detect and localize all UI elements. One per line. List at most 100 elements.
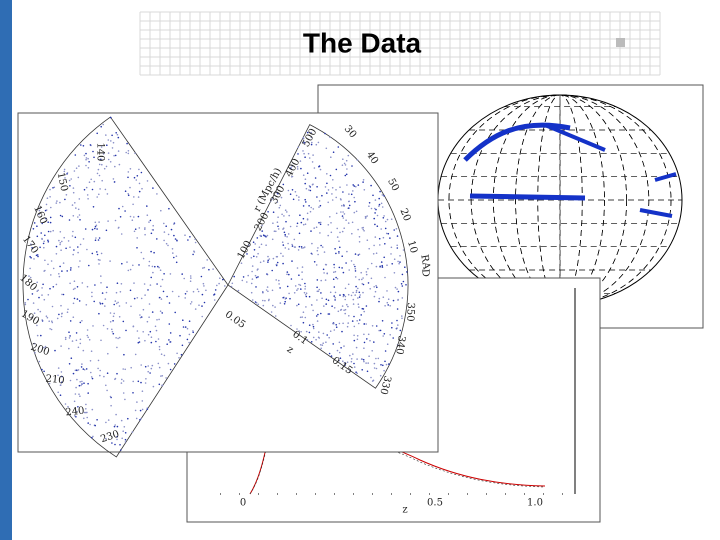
galaxy-dot bbox=[279, 287, 281, 289]
galaxy-dot bbox=[319, 168, 322, 171]
galaxy-dot bbox=[129, 268, 132, 271]
galaxy-dot bbox=[290, 167, 292, 169]
galaxy-dot bbox=[118, 316, 121, 318]
galaxy-dot bbox=[392, 299, 395, 302]
galaxy-dot bbox=[94, 227, 96, 230]
galaxy-dot bbox=[48, 320, 50, 323]
galaxy-dot bbox=[268, 258, 271, 260]
galaxy-dot bbox=[117, 227, 120, 229]
galaxy-dot bbox=[319, 221, 322, 224]
galaxy-dot bbox=[116, 346, 118, 349]
galaxy-dot bbox=[49, 328, 51, 330]
galaxy-dot bbox=[33, 258, 35, 260]
galaxy-dot bbox=[70, 357, 73, 360]
galaxy-dot bbox=[391, 322, 393, 324]
galaxy-dot bbox=[302, 321, 305, 324]
galaxy-dot bbox=[157, 362, 160, 365]
galaxy-dot bbox=[44, 259, 46, 262]
galaxy-dot bbox=[78, 165, 80, 167]
galaxy-dot bbox=[114, 300, 117, 302]
galaxy-dot bbox=[362, 358, 365, 361]
galaxy-dot bbox=[43, 298, 46, 301]
galaxy-dot bbox=[306, 172, 309, 174]
galaxy-dot bbox=[196, 288, 199, 291]
galaxy-dot bbox=[372, 194, 374, 197]
galaxy-dot bbox=[41, 287, 43, 289]
galaxy-dot bbox=[296, 168, 299, 170]
galaxy-dot bbox=[389, 237, 391, 239]
galaxy-dot bbox=[136, 401, 138, 403]
galaxy-dot bbox=[59, 384, 62, 386]
galaxy-dot bbox=[300, 288, 302, 290]
galaxy-dot bbox=[133, 230, 136, 233]
galaxy-dot bbox=[355, 285, 357, 288]
galaxy-dot bbox=[161, 384, 164, 387]
wedge-label: 210 bbox=[45, 374, 65, 387]
galaxy-dot bbox=[351, 221, 354, 224]
galaxy-dot bbox=[338, 240, 340, 242]
galaxy-dot bbox=[347, 154, 350, 157]
wedge-outline bbox=[227, 124, 409, 389]
galaxy-dot bbox=[335, 324, 338, 326]
galaxy-dot bbox=[309, 186, 312, 188]
galaxy-dot bbox=[69, 320, 72, 322]
galaxy-dot bbox=[335, 168, 338, 171]
galaxy-dot bbox=[296, 166, 299, 168]
galaxy-dot bbox=[327, 313, 330, 315]
galaxy-dot bbox=[298, 196, 300, 198]
galaxy-dot bbox=[90, 350, 93, 353]
galaxy-dot bbox=[86, 248, 88, 251]
galaxy-dot bbox=[114, 165, 116, 168]
galaxy-dot bbox=[201, 305, 203, 307]
galaxy-dot bbox=[303, 291, 306, 294]
galaxy-dot bbox=[321, 344, 324, 347]
galaxy-dot bbox=[186, 290, 188, 293]
galaxy-dot bbox=[122, 380, 125, 382]
galaxy-dot bbox=[316, 279, 319, 281]
galaxy-dot bbox=[387, 298, 390, 301]
galaxy-dot bbox=[339, 246, 341, 249]
galaxy-dot bbox=[137, 341, 140, 344]
galaxy-dot bbox=[324, 186, 327, 188]
galaxy-dot bbox=[348, 193, 350, 195]
galaxy-dot bbox=[310, 230, 312, 232]
galaxy-dot bbox=[140, 364, 142, 366]
galaxy-dot bbox=[68, 219, 71, 221]
galaxy-dot bbox=[138, 227, 141, 229]
galaxy-dot bbox=[44, 209, 47, 212]
galaxy-dot bbox=[382, 236, 385, 239]
galaxy-dot bbox=[318, 288, 321, 291]
galaxy-dot bbox=[254, 274, 257, 277]
galaxy-dot bbox=[54, 349, 56, 352]
galaxy-dot bbox=[312, 325, 315, 328]
galaxy-dot bbox=[352, 190, 354, 192]
galaxy-dot bbox=[322, 342, 325, 345]
galaxy-dot bbox=[368, 205, 370, 207]
galaxy-dot bbox=[315, 338, 317, 341]
galaxy-dot bbox=[72, 187, 75, 189]
galaxy-dot bbox=[376, 214, 379, 217]
galaxy-dot bbox=[32, 302, 35, 304]
galaxy-dot bbox=[266, 234, 269, 237]
galaxy-dot bbox=[39, 310, 42, 313]
galaxy-dot bbox=[69, 379, 72, 382]
galaxy-dot bbox=[250, 291, 253, 294]
galaxy-dot bbox=[148, 221, 150, 223]
galaxy-dot bbox=[157, 338, 160, 340]
galaxy-dot bbox=[356, 338, 359, 341]
galaxy-dot bbox=[373, 286, 376, 288]
galaxy-dot bbox=[181, 273, 183, 275]
galaxy-dot bbox=[254, 243, 256, 245]
galaxy-dot bbox=[376, 286, 378, 289]
galaxy-dot bbox=[383, 215, 385, 217]
galaxy-dot bbox=[354, 253, 357, 255]
galaxy-dot bbox=[138, 341, 141, 343]
galaxy-dot bbox=[341, 204, 343, 207]
galaxy-dot bbox=[357, 287, 359, 290]
galaxy-dot bbox=[353, 334, 355, 337]
galaxy-dot bbox=[291, 243, 293, 246]
galaxy-dot bbox=[111, 134, 113, 137]
galaxy-dot bbox=[171, 248, 174, 250]
galaxy-dot bbox=[289, 193, 292, 195]
galaxy-dot bbox=[107, 152, 110, 154]
